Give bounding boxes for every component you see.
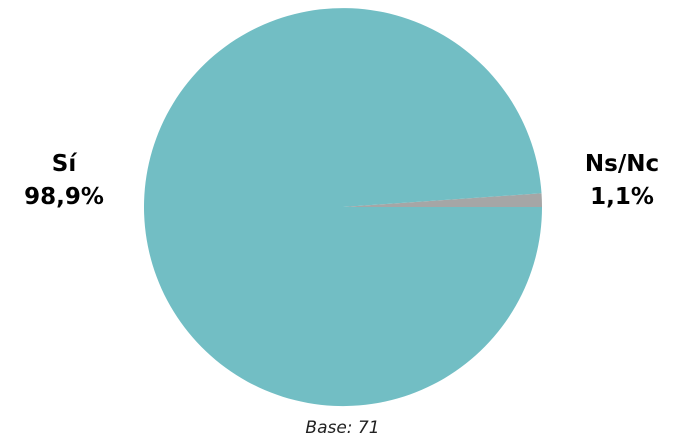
slice-label-si-name: Sí: [51, 151, 77, 177]
slice-label-nsnc-value: 1,1%: [590, 184, 654, 210]
slice-label-nsnc-name: Ns/Nc: [584, 151, 660, 177]
slice-label-si-value: 98,9%: [24, 184, 104, 210]
pie-slice-si: [143, 8, 543, 407]
slice-label-si: Sí 98,9%: [8, 148, 120, 214]
pie-slice-nsnc: [343, 193, 542, 207]
base-note: Base: 71: [305, 418, 380, 438]
slice-label-nsnc: Ns/Nc 1,1%: [572, 148, 672, 214]
